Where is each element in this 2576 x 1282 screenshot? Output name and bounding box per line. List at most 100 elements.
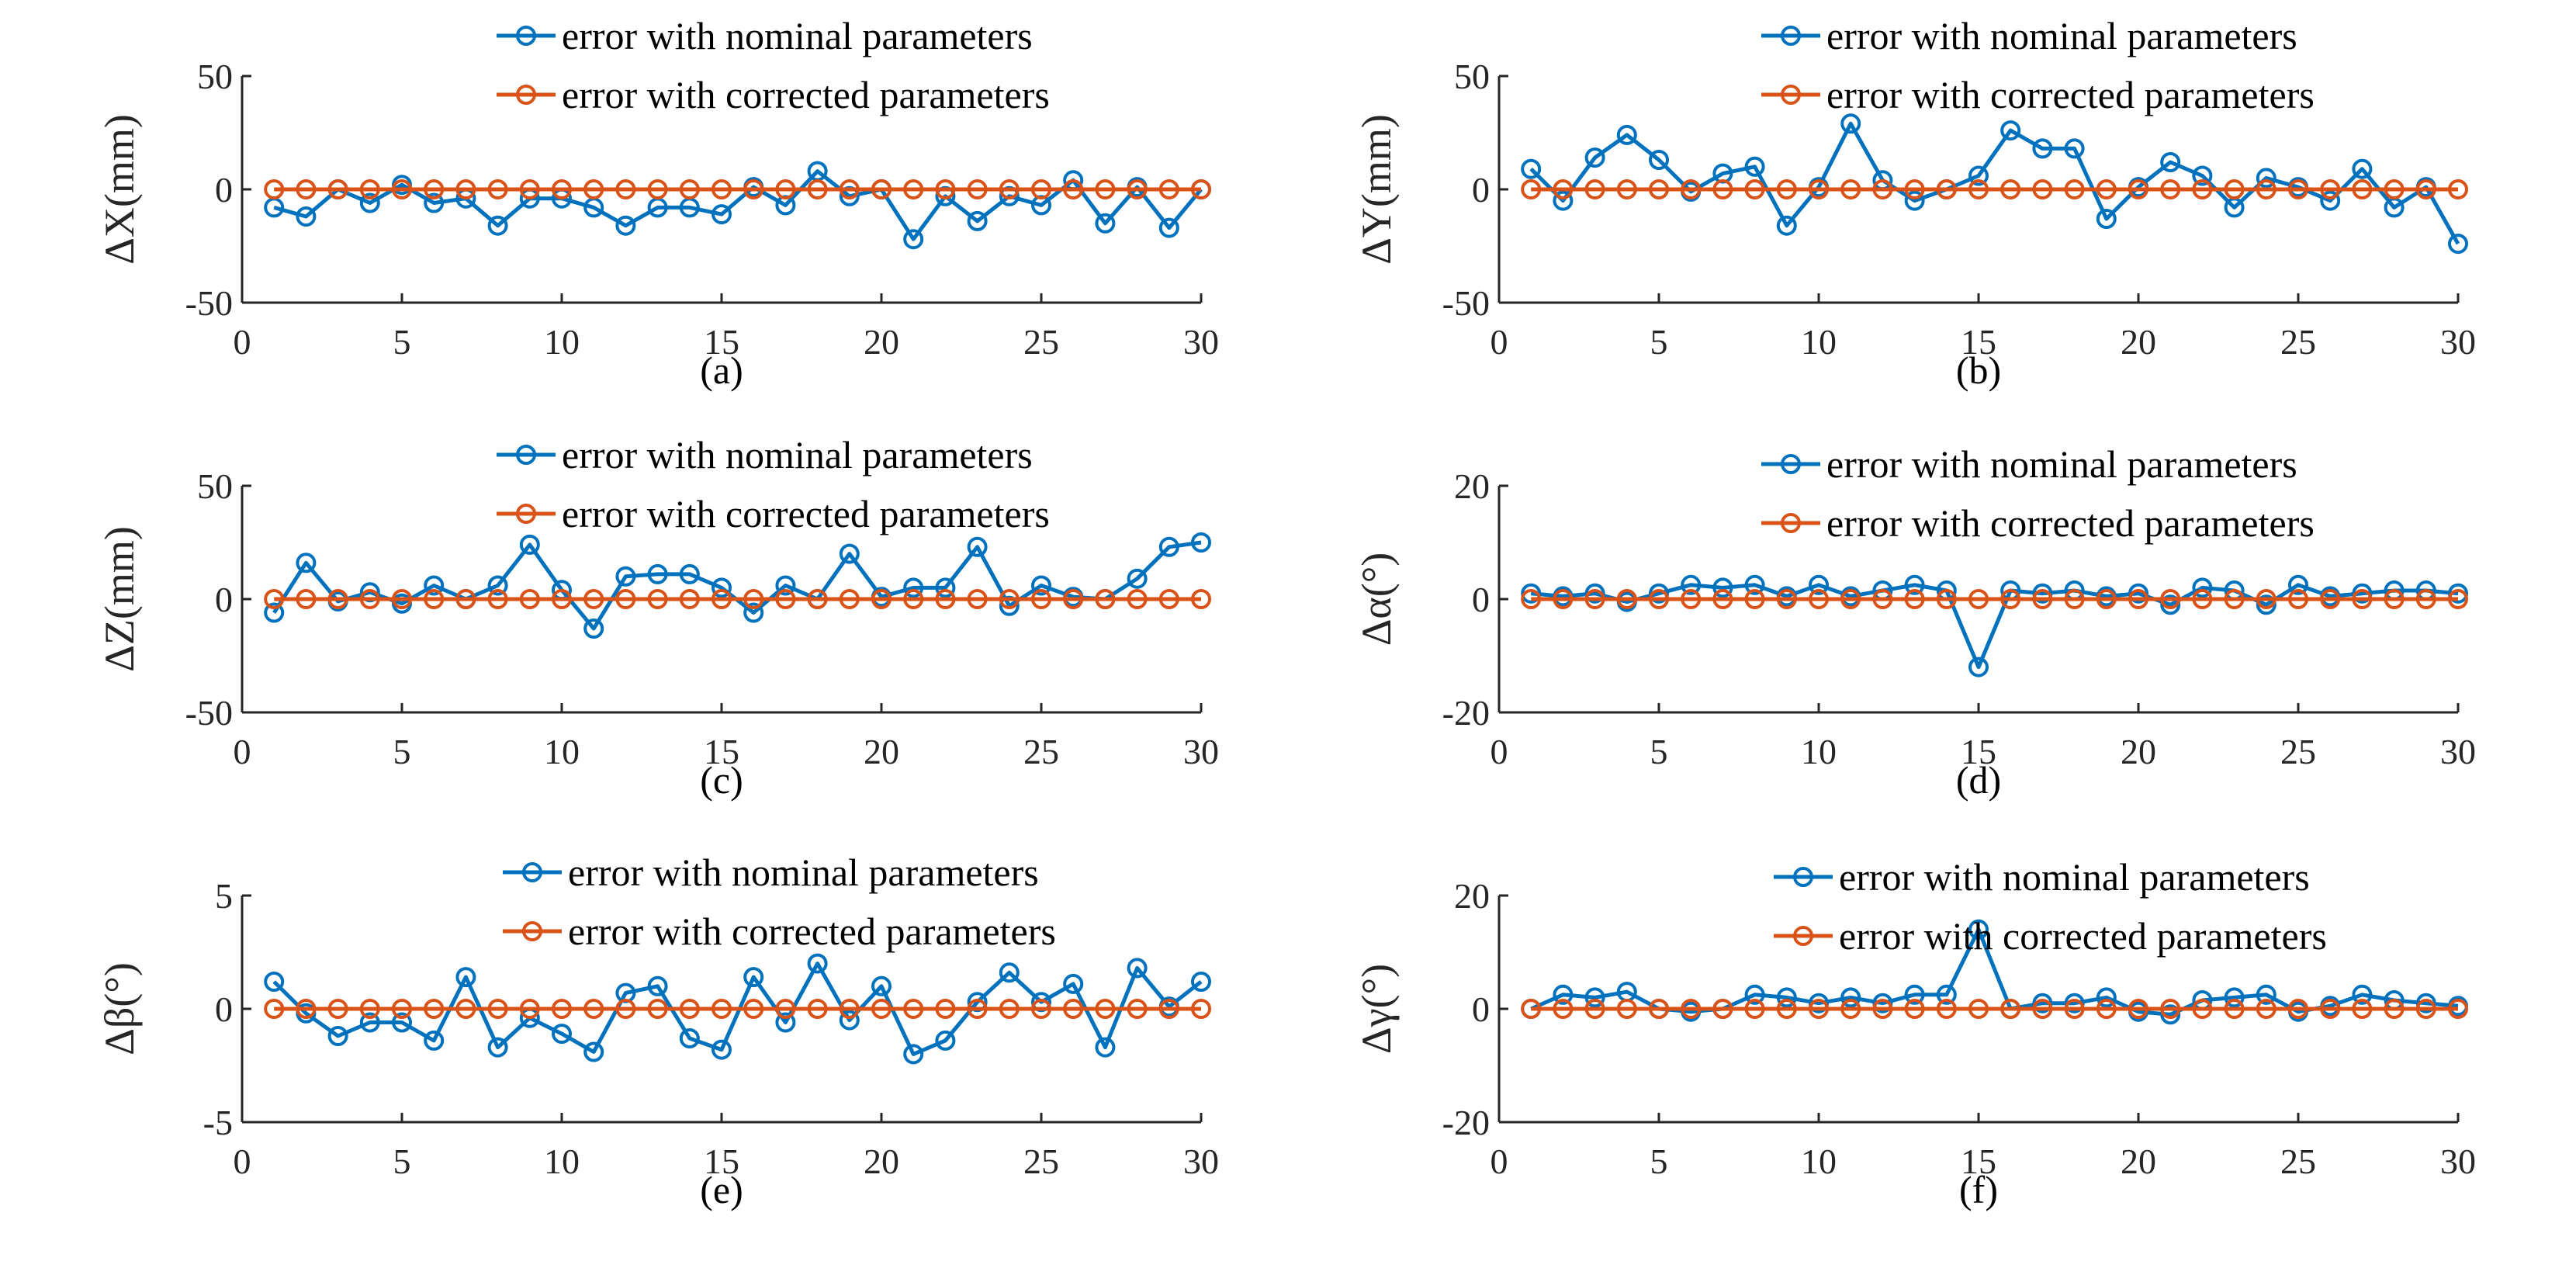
data-point-nominal bbox=[679, 563, 700, 584]
data-point-corrected bbox=[743, 589, 764, 609]
data-point-corrected bbox=[2192, 999, 2213, 1019]
data-point-corrected bbox=[296, 179, 317, 199]
data-point-nominal bbox=[1158, 536, 1179, 557]
data-point-nominal bbox=[1584, 147, 1605, 168]
legend-entry-corrected: error with corrected parameters bbox=[1761, 73, 2315, 116]
data-point-nominal bbox=[1158, 217, 1179, 238]
data-point-nominal bbox=[327, 1026, 348, 1046]
x-tick-label: 0 bbox=[1491, 732, 1508, 771]
data-point-nominal bbox=[1904, 574, 1925, 595]
data-point-corrected bbox=[1744, 589, 1765, 609]
data-point-corrected bbox=[1191, 179, 1211, 199]
legend-entry-nominal: error with nominal parameters bbox=[497, 433, 1033, 476]
data-point-corrected bbox=[1127, 589, 1148, 609]
data-point-corrected bbox=[2160, 999, 2181, 1019]
data-point-corrected bbox=[615, 179, 636, 199]
data-point-corrected bbox=[327, 589, 348, 609]
data-point-corrected bbox=[967, 999, 988, 1019]
data-point-corrected bbox=[935, 999, 956, 1019]
legend-entry-nominal: error with nominal parameters bbox=[1774, 855, 2310, 899]
data-point-nominal bbox=[2096, 987, 2117, 1008]
data-point-corrected bbox=[2064, 179, 2085, 199]
data-point-corrected bbox=[1158, 179, 1179, 199]
data-point-nominal bbox=[743, 602, 764, 623]
data-point-nominal bbox=[775, 1012, 796, 1033]
data-point-corrected bbox=[455, 589, 476, 609]
data-point-corrected bbox=[1968, 179, 1989, 199]
data-point-corrected bbox=[583, 179, 604, 199]
y-tick-label: -50 bbox=[185, 693, 233, 733]
data-point-corrected bbox=[1904, 179, 1925, 199]
data-point-corrected bbox=[552, 999, 572, 1019]
legend-label: error with corrected parameters bbox=[568, 910, 1056, 953]
data-point-corrected bbox=[807, 179, 828, 199]
data-point-corrected bbox=[392, 589, 412, 609]
data-point-corrected bbox=[1063, 179, 1084, 199]
data-point-corrected bbox=[264, 179, 285, 199]
data-point-nominal bbox=[487, 1037, 508, 1058]
y-tick-label: 0 bbox=[215, 170, 233, 210]
data-point-corrected bbox=[2415, 589, 2436, 609]
data-point-corrected bbox=[615, 999, 636, 1019]
data-point-nominal bbox=[1904, 190, 1925, 211]
data-point-corrected bbox=[296, 999, 317, 1019]
y-tick-label: -5 bbox=[203, 1103, 233, 1142]
data-point-nominal bbox=[2448, 583, 2468, 604]
data-point-nominal bbox=[647, 563, 668, 584]
data-point-corrected bbox=[903, 999, 924, 1019]
data-point-corrected bbox=[2352, 999, 2373, 1019]
legend-entry-corrected: error with corrected parameters bbox=[503, 910, 1056, 953]
data-point-corrected bbox=[2224, 589, 2245, 609]
data-point-corrected bbox=[327, 999, 348, 1019]
data-point-nominal bbox=[1744, 574, 1765, 595]
data-point-corrected bbox=[359, 999, 380, 1019]
data-point-nominal bbox=[1968, 165, 1989, 186]
data-point-nominal bbox=[1031, 575, 1051, 596]
data-point-nominal bbox=[935, 577, 956, 598]
data-point-nominal bbox=[1553, 984, 1574, 1005]
data-point-corrected bbox=[552, 589, 572, 609]
data-point-corrected bbox=[2320, 589, 2341, 609]
data-point-corrected bbox=[647, 179, 668, 199]
legend-label: error with nominal parameters bbox=[562, 14, 1033, 57]
data-point-corrected bbox=[487, 589, 508, 609]
data-point-corrected bbox=[2352, 179, 2373, 199]
data-point-nominal bbox=[679, 1028, 700, 1048]
data-point-corrected bbox=[2415, 999, 2436, 1019]
data-point-corrected bbox=[1616, 589, 1637, 609]
data-point-corrected bbox=[1936, 589, 1957, 609]
data-point-corrected bbox=[487, 999, 508, 1019]
data-point-corrected bbox=[1744, 179, 1765, 199]
data-point-nominal bbox=[296, 553, 317, 573]
panel-caption: (c) bbox=[700, 758, 743, 802]
data-point-corrected bbox=[1127, 999, 1148, 1019]
data-point-nominal bbox=[424, 192, 445, 213]
data-point-corrected bbox=[1776, 589, 1797, 609]
x-tick-label: 15 bbox=[1961, 1142, 1996, 1181]
data-point-corrected bbox=[1681, 589, 1702, 609]
x-tick-label: 5 bbox=[1650, 732, 1668, 771]
data-point-nominal bbox=[2192, 577, 2213, 598]
x-tick-label: 0 bbox=[234, 322, 251, 362]
data-point-nominal bbox=[807, 953, 828, 974]
data-point-nominal bbox=[712, 1039, 732, 1060]
data-point-corrected bbox=[2256, 179, 2277, 199]
data-point-nominal bbox=[967, 536, 988, 557]
data-point-corrected bbox=[999, 999, 1020, 1019]
data-point-corrected bbox=[712, 589, 732, 609]
data-point-corrected bbox=[679, 999, 700, 1019]
data-point-nominal bbox=[615, 566, 636, 587]
y-axis-label: Δγ(°) bbox=[1353, 964, 1400, 1054]
legend-entry-nominal: error with nominal parameters bbox=[1761, 442, 2297, 486]
data-point-nominal bbox=[2352, 158, 2373, 179]
data-point-nominal bbox=[552, 1024, 572, 1045]
data-point-corrected bbox=[359, 179, 380, 199]
data-point-corrected bbox=[1031, 999, 1051, 1019]
legend-entry-nominal: error with nominal parameters bbox=[503, 851, 1039, 894]
data-point-nominal bbox=[1968, 657, 1989, 677]
x-tick-label: 20 bbox=[864, 322, 899, 362]
